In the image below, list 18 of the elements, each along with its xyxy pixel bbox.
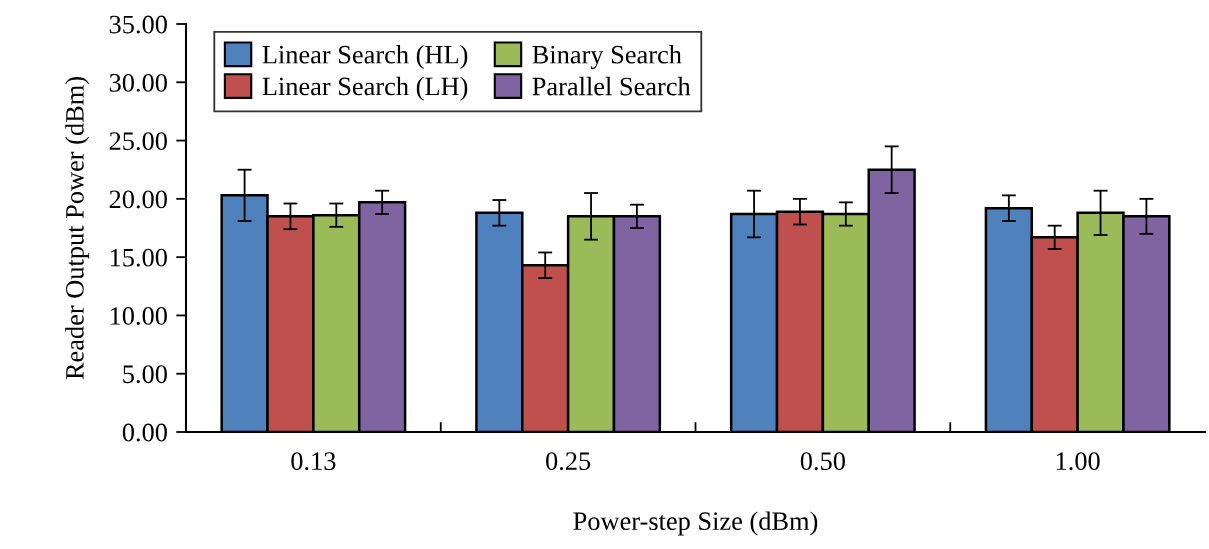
y-tick-label: 10.00 [110, 307, 167, 325]
x-tick-label: 0.25 [546, 452, 591, 471]
x-tick-label: 0.13 [291, 452, 336, 471]
y-tick-label: 30.00 [109, 73, 167, 92]
x-tick-label: 0.50 [800, 452, 845, 471]
legend-label: Linear Search (LH) [262, 76, 468, 101]
legend-label: Linear Search (HL) [262, 45, 468, 69]
y-tick-label: 25.00 [109, 132, 167, 151]
legend-label: Binary Search [532, 45, 682, 70]
y-axis-title: Reader Output Power (dBm) [65, 77, 90, 380]
y-tick-label: 15.00 [110, 248, 167, 267]
y-tick-label: 0.00 [122, 423, 167, 442]
y-tick-label: 20.00 [109, 190, 167, 209]
x-tick-label: 1.00 [1056, 452, 1100, 471]
legend-label: Parallel Search [532, 76, 691, 96]
y-tick-label: 5.00 [123, 365, 167, 384]
x-axis-title: Power-step Size (dBm) [573, 511, 818, 536]
y-tick-label: 35.00 [109, 15, 167, 34]
